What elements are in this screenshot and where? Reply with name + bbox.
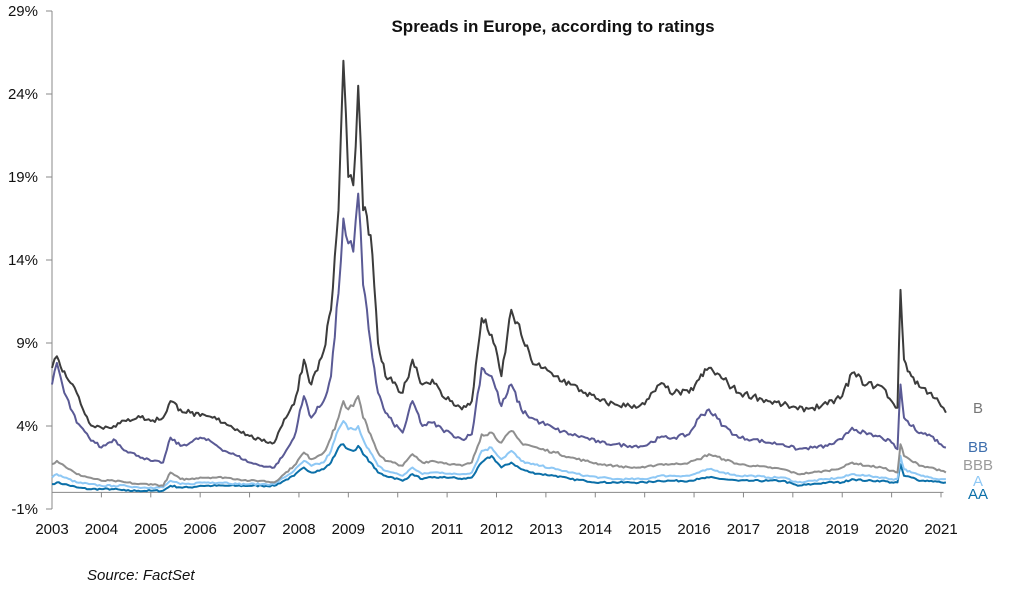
chart-title: Spreads in Europe, according to ratings (391, 17, 714, 36)
x-tick-label: 2013 (529, 521, 562, 538)
series-label-b: B (973, 400, 983, 417)
x-tick-label: 2004 (85, 521, 118, 538)
y-tick-label: 19% (8, 169, 38, 186)
x-tick-label: 2015 (628, 521, 661, 538)
x-tick-label: 2003 (35, 521, 68, 538)
y-tick-label: -1% (11, 501, 38, 518)
series-label-aa: AA (968, 486, 988, 503)
x-tick-label: 2019 (826, 521, 859, 538)
x-tick-label: 2009 (332, 521, 365, 538)
series-line-bb (51, 192, 947, 469)
x-tick-label: 2008 (282, 521, 315, 538)
series-label-a: A (973, 473, 983, 490)
y-tick-label: 29% (8, 3, 38, 20)
source-note: Source: FactSet (87, 567, 195, 584)
y-tick-label: 24% (8, 86, 38, 103)
x-tick-label: 2011 (431, 521, 463, 538)
x-tick-label: 2021 (924, 521, 957, 538)
y-tick-label: 14% (8, 252, 38, 269)
series-line-bbb (51, 395, 947, 487)
x-axis: 2003 2004 2005 2006 2007 2008 2009 2010 2011 2012… (35, 491, 958, 538)
series-line-aa (52, 443, 947, 493)
x-tick-label: 2005 (134, 521, 167, 538)
x-tick-label: 2006 (183, 521, 216, 538)
x-tick-label: 2014 (579, 521, 612, 538)
series-line-a (51, 420, 946, 490)
x-tick-label: 2012 (480, 521, 513, 538)
y-tick-label: 4% (16, 418, 38, 435)
x-tick-label: 2017 (727, 521, 760, 538)
x-tick-label: 2020 (875, 521, 908, 538)
series-lines (51, 59, 947, 493)
y-axis: -1% 4% 9% 14% 19% 24% 29% (8, 3, 53, 518)
series-line-b (51, 59, 947, 445)
x-tick-label: 2007 (233, 521, 266, 538)
series-label-bb: BB (968, 439, 988, 456)
y-tick-label: 9% (16, 335, 38, 352)
x-tick-label: 2018 (776, 521, 809, 538)
x-tick-label: 2016 (677, 521, 710, 538)
x-tick-label: 2010 (381, 521, 414, 538)
series-label-bbb: BBB (963, 457, 993, 474)
